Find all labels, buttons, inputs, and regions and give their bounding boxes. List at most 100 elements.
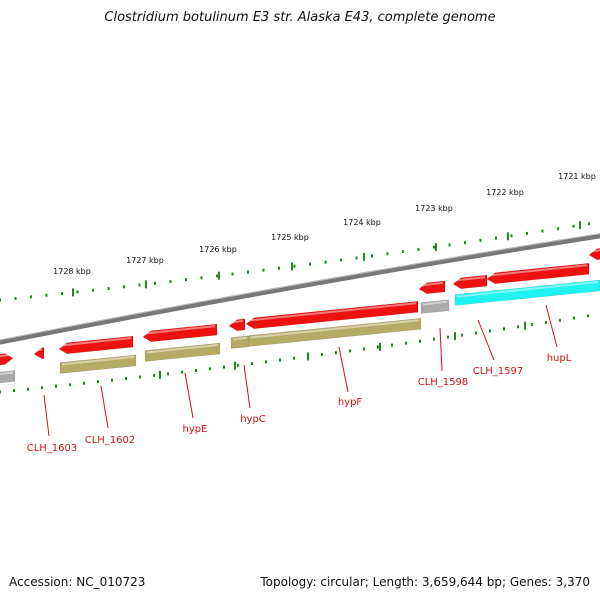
gene-arrow-forward	[228, 318, 246, 331]
gene-label: CLH_1597	[473, 366, 524, 377]
feature-gray	[420, 299, 450, 314]
feature-gray	[0, 370, 16, 384]
inner-tick-dot	[489, 329, 491, 333]
gene-bar-olive	[248, 318, 422, 347]
ruler-dot	[45, 293, 48, 297]
ruler-dot	[231, 272, 234, 276]
gene-arrow-forward-highlight	[488, 264, 588, 277]
inner-tick-dot	[111, 378, 113, 382]
ruler-dot	[572, 224, 575, 228]
ruler-dot	[541, 229, 544, 233]
gene-bar-olive	[59, 354, 137, 374]
gene-arrow-forward	[142, 323, 218, 342]
inner-tick-dot	[237, 363, 239, 367]
map-title: Clostridium botulinum E3 str. Alaska E43…	[104, 10, 496, 25]
inner-tick-dot	[461, 333, 463, 337]
inner-tick-dot	[293, 356, 295, 360]
gene-arrow-forward-highlight	[420, 281, 444, 287]
inner-major-tick	[159, 370, 161, 379]
ruler-dot	[402, 250, 404, 254]
ruler-dot	[14, 296, 17, 300]
gene-bar-olive-highlight	[61, 355, 135, 366]
gene-arrow-forward-highlight	[247, 302, 417, 322]
inner-tick-dot	[447, 335, 449, 339]
gene-arrow-forward-highlight	[230, 319, 244, 324]
gene-label: hypC	[240, 414, 266, 425]
inner-tick-dot	[321, 353, 323, 357]
inner-tick-dot	[573, 316, 575, 320]
inner-tick-dot	[0, 390, 1, 394]
ruler-dot	[123, 285, 125, 289]
inner-tick-dot	[475, 331, 477, 335]
genome-backbone-highlight	[0, 233, 600, 341]
ruler-dot	[433, 245, 435, 249]
feature-gray-highlight	[422, 300, 448, 306]
gene-label: hupL	[547, 353, 572, 364]
inner-tick-dot	[559, 318, 561, 322]
topology-label: Topology: circular; Length: 3,659,644 bp…	[260, 575, 590, 589]
ruler-major-tick	[435, 242, 437, 251]
inner-tick-dot	[377, 345, 379, 349]
inner-tick-dot	[279, 358, 281, 362]
ruler-dot	[464, 241, 466, 245]
inner-tick-dot	[503, 327, 505, 331]
ruler-label: 1724 kbp	[343, 218, 381, 227]
ruler-dot	[107, 287, 110, 291]
ruler-major-ticks	[72, 221, 581, 297]
inner-tick-dot	[531, 323, 533, 327]
ruler-dot	[76, 290, 79, 294]
gene-arrow-forward	[58, 335, 134, 354]
gene-arrow-forward	[588, 248, 600, 260]
inner-tick-dot	[55, 384, 57, 388]
label-leader	[545, 304, 558, 348]
gene-label: CLH_1598	[418, 377, 469, 388]
gene-bar-olive	[144, 342, 221, 362]
ruler-dot	[526, 231, 528, 235]
gene-arrow-forward	[245, 301, 419, 329]
inner-major-tick	[524, 321, 526, 330]
gene-arrow-forward-highlight	[0, 353, 12, 358]
ruler-dot	[510, 234, 513, 238]
label-leader	[100, 385, 109, 429]
ruler-dot	[324, 260, 327, 264]
ruler-major-tick	[72, 288, 74, 297]
inner-major-tick	[454, 332, 456, 341]
gene-arrow-forward	[486, 263, 590, 284]
ruler-dot	[30, 295, 32, 299]
inner-tick-dot	[517, 325, 519, 329]
inner-tick-dot	[27, 387, 29, 391]
ruler-label: 1721 kbp	[558, 172, 596, 181]
gene-label: hypF	[338, 397, 363, 408]
gene-label: CLH_1603	[27, 443, 78, 454]
inner-major-tick	[234, 361, 236, 370]
ruler-major-tick	[218, 271, 220, 280]
gene-bar-olive-highlight	[232, 336, 248, 341]
inner-tick-dot	[153, 373, 155, 377]
gene-label: hypE	[183, 424, 208, 435]
inner-tick-dot	[13, 389, 15, 393]
ruler-dots	[0, 222, 590, 302]
ruler-label: 1727 kbp	[126, 256, 164, 265]
inner-tick-dot	[265, 360, 267, 364]
feature-cyan	[454, 279, 600, 306]
ruler-dot	[262, 268, 265, 272]
ruler-dot	[61, 292, 63, 296]
gene-arrow-forward	[33, 347, 45, 359]
ruler-dot	[371, 254, 373, 258]
ruler-dot	[293, 264, 296, 268]
inner-tick-dot	[97, 380, 99, 384]
gene-arrow-forward	[418, 280, 446, 294]
gene-bar-olive-highlight	[250, 319, 420, 339]
ruler-dot	[216, 274, 218, 278]
inner-tick-dot	[433, 337, 435, 341]
gene-bar-olive-highlight	[146, 344, 219, 354]
ruler-dot	[154, 281, 156, 285]
ruler-label: 1725 kbp	[271, 233, 309, 242]
accession-label: Accession: NC_010723	[9, 575, 146, 589]
inner-tick-dot	[181, 370, 183, 374]
ruler-labels: 1728 kbp 1727 kbp 1726 kbp 1725 kbp 1724 kbp…	[53, 172, 596, 276]
inner-tick-dots	[0, 314, 589, 394]
gene-arrow-forward-highlight	[144, 325, 216, 335]
gene-arrow-forward-highlight	[60, 337, 132, 347]
genome-backbone	[0, 233, 600, 345]
